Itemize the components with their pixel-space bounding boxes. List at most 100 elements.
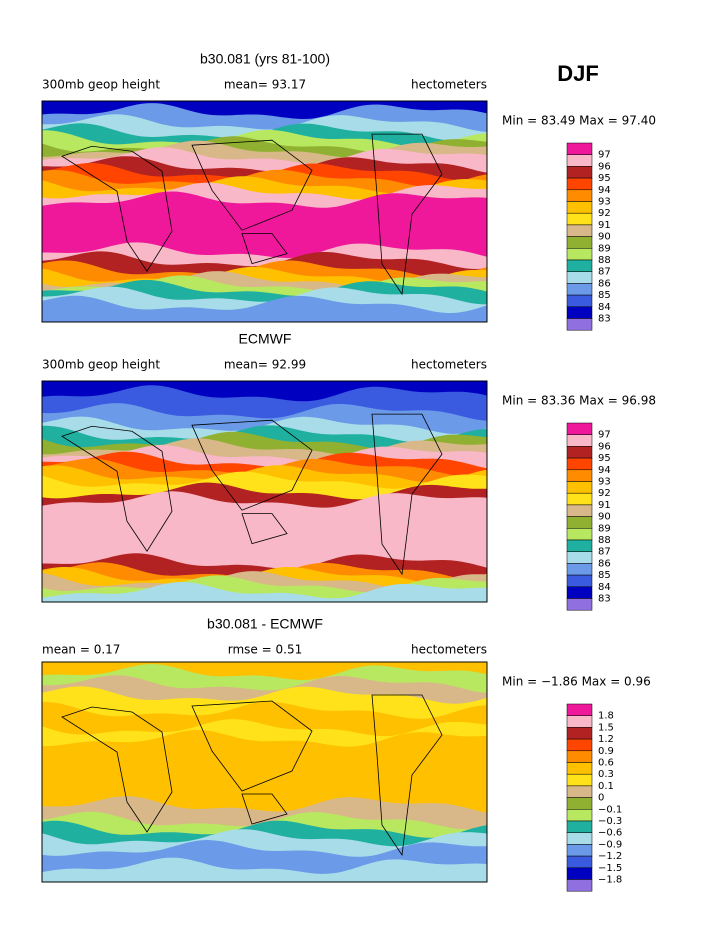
min-max: Min = 83.36 Max = 96.98 [502,394,656,408]
colorbar-box [566,727,593,740]
colorbar-box [566,318,593,331]
colorbar-label: 91 [598,220,611,231]
colorbar-label: 1.2 [598,734,614,745]
colorbar-label: 0.1 [598,781,614,792]
colorbar-box [566,294,593,308]
colorbar-box [566,797,593,810]
colorbar-label: 92 [598,488,611,499]
colorbar-label: 93 [598,197,611,208]
colorbar-label: 89 [598,243,611,254]
subtitle-center: rmse = 0.51 [228,643,302,657]
map-frame [41,100,488,323]
colorbar-box [566,844,593,857]
colorbar-box [566,528,593,541]
colorbar-label: 94 [598,185,611,196]
colorbar-label: 87 [598,267,611,278]
colorbar-label: 84 [598,302,611,313]
colorbar-box [566,574,593,588]
colorbar-box [566,820,593,833]
colorbar-box [566,189,593,202]
map [42,101,487,322]
colorbar-box [566,434,593,447]
colorbar-box [566,539,593,552]
colorbar-label: 88 [598,535,611,546]
colorbar-box [566,457,593,471]
colorbar-box [566,785,593,798]
colorbar-box [566,703,593,716]
colorbar-label: 97 [598,150,611,161]
coastlines [61,694,443,857]
colorbar-box [566,271,593,284]
colorbar-label: 0.6 [598,758,614,769]
map-frame [41,661,488,883]
colorbar-box [566,762,593,775]
min-max: Min = −1.86 Max = 0.96 [502,675,651,689]
colorbar-label: 89 [598,523,611,534]
colorbar-box [566,867,593,880]
colorbar-label: 0.9 [598,746,614,757]
colorbar-label: −1.8 [598,875,622,886]
colorbar-box [566,469,593,482]
colorbar-label: −0.6 [598,828,622,839]
colorbar-box [566,422,593,435]
colorbar-label: 83 [598,314,611,325]
coastlines [61,133,443,296]
colorbar-box [566,563,593,576]
colorbar-label: −0.9 [598,839,622,850]
colorbar-label: −0.3 [598,816,622,827]
colorbar-box [566,492,593,506]
colorbar-label: 88 [598,255,611,266]
colorbar-box [566,166,593,179]
colorbar-box [566,750,593,763]
subtitle-center: mean= 93.17 [224,78,306,92]
colorbar-box [566,481,593,494]
map [42,381,487,602]
colorbar-box [566,224,593,237]
colorbar-label: 92 [598,208,611,219]
colorbar-label: 0 [598,793,604,804]
colorbar-label: −0.1 [598,804,622,815]
colorbar-label: −1.2 [598,851,622,862]
subtitle-center: mean= 92.99 [224,358,306,372]
colorbar-box [566,773,593,787]
colorbar-box [566,248,593,261]
colorbar-box [566,212,593,226]
colorbar-label: 87 [598,547,611,558]
colorbar-label: 85 [598,570,611,581]
colorbar-box [566,586,593,599]
colorbar-box [566,446,593,459]
coastlines [61,413,443,576]
colorbar-box [566,154,593,167]
colorbar-box [566,306,593,319]
colorbar-label: 95 [598,453,611,464]
colorbar-box [566,504,593,517]
colorbar-box [566,738,593,752]
colorbar-label: 96 [598,441,611,452]
subtitle-left: mean = 0.17 [42,643,120,657]
colorbar-label: 1.8 [598,711,614,722]
subtitle-left: 300mb geop height [42,358,160,372]
colorbar-label: 0.3 [598,769,614,780]
colorbar-label: 96 [598,161,611,172]
map-frame [41,380,488,603]
colorbar-label: 86 [598,558,611,569]
colorbar-label: 91 [598,500,611,511]
colorbar-box [566,201,593,214]
contour-band [42,582,487,602]
subtitle-right: hectometers [411,643,487,657]
colorbar-label: 90 [598,512,611,523]
colorbar-label: 85 [598,290,611,301]
colorbar-box [566,809,593,822]
colorbar-label: 83 [598,594,611,605]
contour-band [42,857,487,882]
colorbar-label: 1.5 [598,722,614,733]
colorbar-box [566,516,593,529]
panel-title: b30.081 (yrs 81-100) [200,51,330,67]
colorbar-box [566,259,593,272]
colorbar-label: 95 [598,173,611,184]
colorbar-box [566,283,593,296]
colorbar-box [566,832,593,845]
colorbar-box [566,879,593,892]
contour-band [42,295,487,322]
